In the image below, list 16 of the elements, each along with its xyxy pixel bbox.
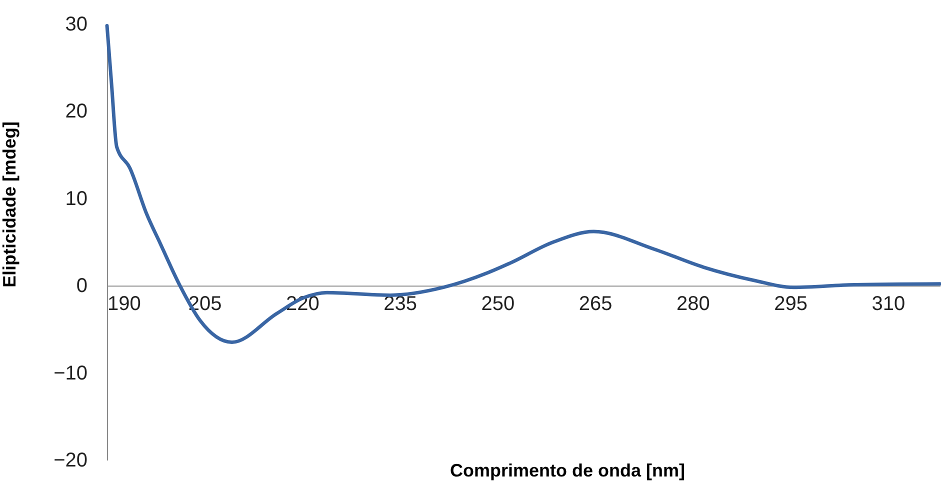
x-tick-label: 310 [872, 293, 906, 316]
y-tick-label: 0 [76, 275, 88, 298]
x-tick-label: 235 [384, 293, 418, 316]
y-tick-label: 20 [65, 100, 88, 123]
y-axis-title: Elipticidade [mdeg] [0, 121, 20, 288]
line-series [105, 24, 941, 344]
x-tick-label: 265 [578, 293, 612, 316]
x-tick-label: 295 [774, 293, 808, 316]
y-tick-label: 10 [65, 188, 88, 210]
y-tick-label: −20 [54, 450, 88, 472]
x-tick-label: 190 [108, 293, 141, 316]
y-tick-label: 30 [65, 14, 88, 36]
y-tick-label: −10 [54, 362, 88, 384]
x-axis-title: Comprimento de onda [nm] [450, 460, 685, 480]
x-tick-label: 280 [676, 293, 710, 316]
x-tick-label: 250 [481, 293, 515, 316]
